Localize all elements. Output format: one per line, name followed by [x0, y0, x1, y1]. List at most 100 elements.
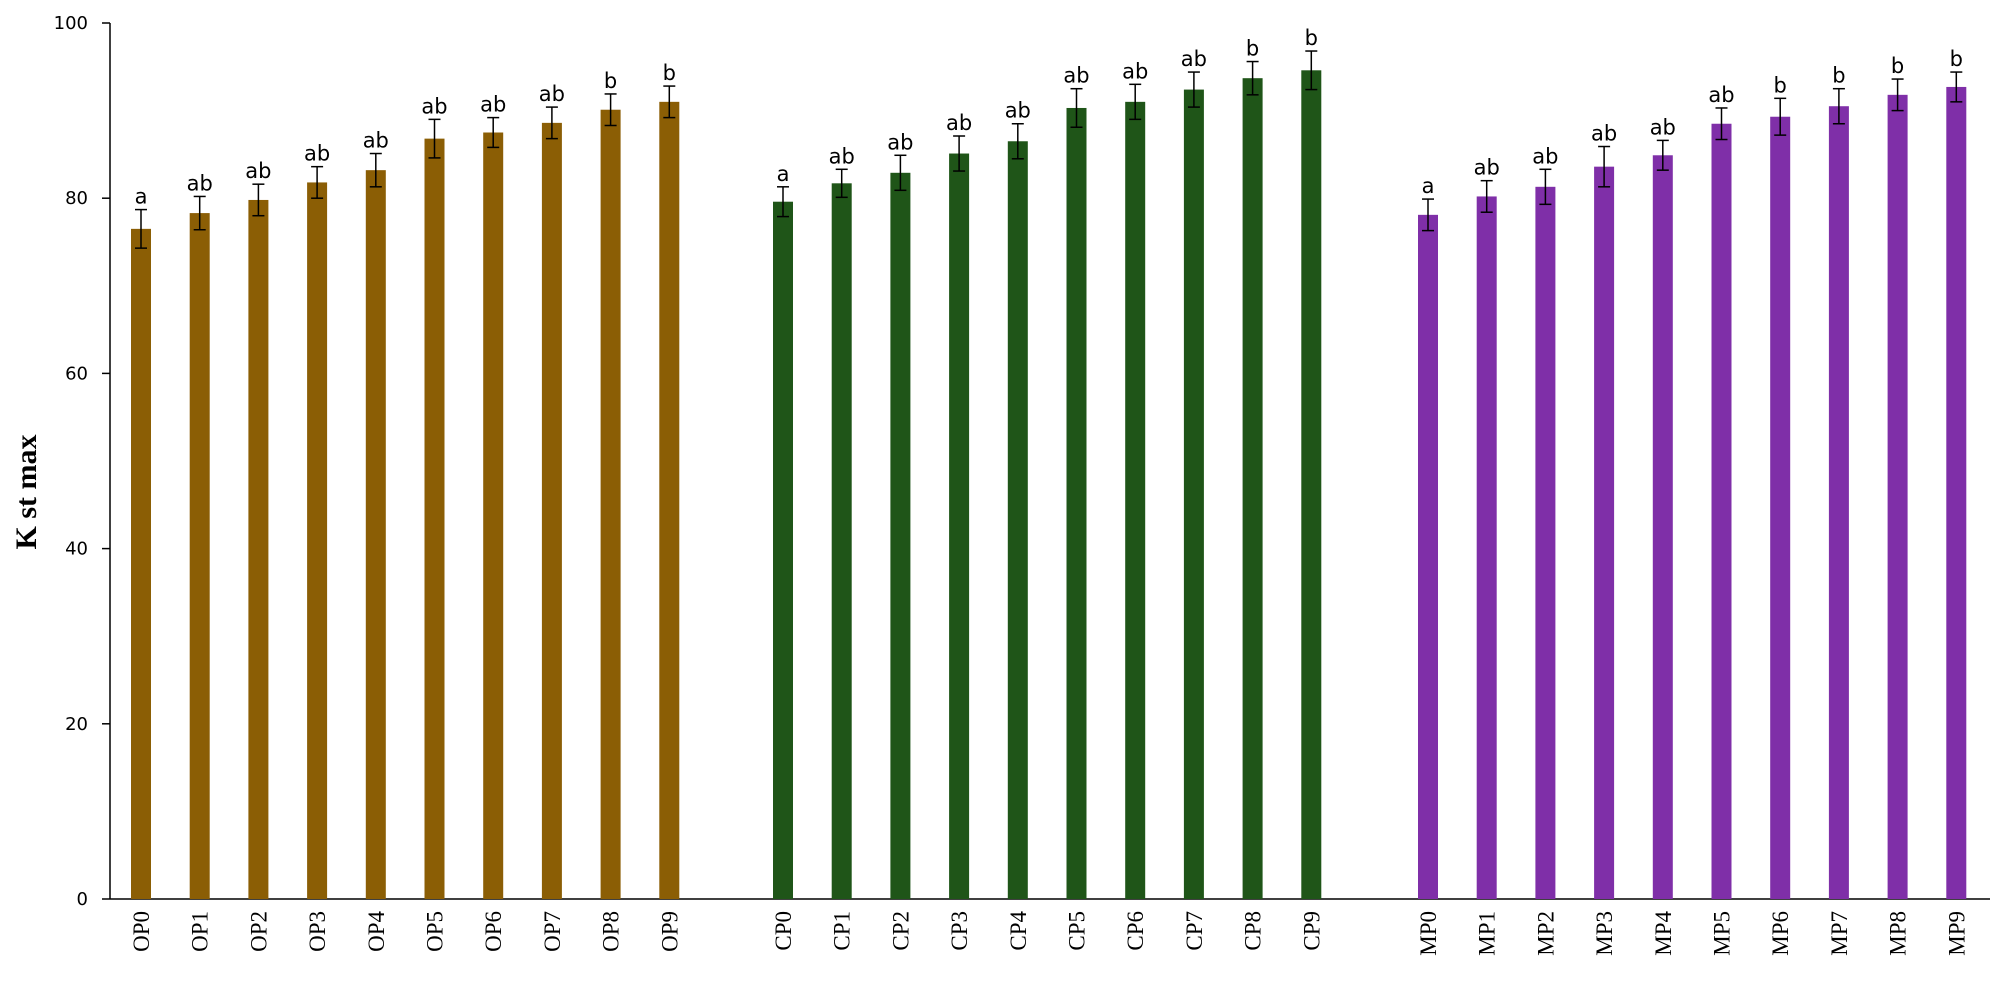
significance-letter: ab	[245, 159, 271, 183]
bar-op0	[131, 228, 151, 900]
bar-op3	[307, 182, 328, 899]
bar-op8	[600, 109, 621, 899]
x-tick-label: CP6	[1123, 911, 1148, 951]
significance-letter: ab	[887, 130, 913, 154]
y-tick-label: 20	[65, 714, 88, 735]
x-tick-label: OP4	[364, 911, 389, 952]
bar-op1	[189, 213, 210, 900]
significance-letter: ab	[363, 129, 389, 153]
x-tick-label: OP2	[246, 911, 271, 952]
x-tick-label: OP3	[305, 911, 330, 952]
bar-mp5	[1711, 123, 1732, 900]
x-tick-label: CP1	[830, 911, 855, 951]
significance-letter: ab	[1181, 47, 1207, 71]
significance-letter: ab	[421, 94, 447, 118]
y-tick-label: 60	[65, 363, 88, 384]
significance-letter: ab	[1474, 156, 1500, 180]
significance-letter: ab	[1122, 59, 1148, 83]
x-tick-label: CP2	[888, 911, 913, 951]
bar-mp8	[1887, 94, 1908, 899]
significance-letter: ab	[539, 82, 565, 106]
significance-letter: a	[1422, 174, 1435, 198]
bar-op5	[424, 138, 445, 899]
x-tick-label: OP9	[657, 911, 682, 952]
x-tick-label: OP6	[481, 911, 506, 952]
bar-cp2	[890, 172, 911, 899]
bars	[131, 70, 1967, 900]
bar-cp0	[773, 201, 793, 900]
y-tick-label: 100	[54, 13, 88, 34]
bar-mp1	[1476, 196, 1497, 899]
x-tick-label: CP4	[1006, 911, 1031, 951]
significance-letter: ab	[480, 93, 506, 117]
x-tick-label: OP5	[423, 911, 448, 952]
bar-op9	[659, 101, 680, 900]
bar-cp1	[831, 183, 852, 900]
x-tick-label: OP7	[540, 911, 565, 952]
x-tick-label: OP1	[188, 911, 213, 952]
x-tick-label: MP1	[1475, 911, 1500, 956]
significance-letter: ab	[829, 144, 855, 168]
x-tick-label: CP0	[771, 911, 796, 951]
x-tick-label: MP4	[1651, 911, 1676, 956]
bar-mp6	[1770, 116, 1791, 900]
significance-letter: b	[1832, 64, 1845, 88]
significance-letter: ab	[1591, 122, 1617, 146]
x-tick-label: CP8	[1241, 911, 1266, 951]
significance-letter: ab	[946, 111, 972, 135]
x-tick-label: MP6	[1768, 911, 1793, 956]
bar-cp7	[1183, 89, 1204, 900]
significance-letter: a	[135, 185, 148, 209]
y-axis-title: K st max	[10, 435, 43, 550]
significance-letter: b	[1891, 54, 1904, 78]
significance-letter: ab	[1532, 144, 1558, 168]
bar-mp9	[1946, 86, 1967, 899]
category-labels: OP0 OP1 OP2 OP3 OP4 OP5 OP6 OP7 OP8 OP9 CP0 CP1 CP2 C…	[129, 911, 1969, 956]
bar-cp4	[1007, 141, 1028, 899]
x-tick-label: CP5	[1065, 911, 1090, 951]
significance-letters: a ab ab ab ab ab ab ab b b a ab ab ab ab ab ab ab b b a ab ab a…	[135, 26, 1963, 209]
bar-op7	[541, 122, 562, 899]
bar-op6	[483, 132, 504, 899]
bar-mp3	[1594, 166, 1615, 899]
x-tick-label: MP8	[1886, 911, 1911, 956]
x-tick-label: OP8	[599, 911, 624, 952]
bar-mp0	[1418, 214, 1438, 899]
bar-cp3	[949, 153, 970, 900]
significance-letter: ab	[1005, 99, 1031, 123]
bar-mp4	[1652, 155, 1673, 899]
significance-letter: ab	[1708, 83, 1734, 107]
significance-letter: b	[1774, 73, 1787, 97]
y-tick-label: 0	[77, 889, 88, 910]
error-bars	[135, 50, 1963, 249]
x-tick-label: MP5	[1710, 911, 1735, 956]
x-tick-label: MP0	[1416, 911, 1441, 956]
bar-mp7	[1828, 106, 1849, 900]
x-tick-label: MP9	[1944, 911, 1969, 956]
significance-letter: ab	[187, 171, 213, 195]
significance-letter: b	[1305, 26, 1318, 50]
significance-letter: a	[777, 162, 790, 186]
y-tick-label: 80	[65, 188, 88, 209]
bar-cp9	[1301, 70, 1322, 899]
x-tick-label: MP7	[1827, 911, 1852, 956]
x-tick-label: CP7	[1182, 911, 1207, 951]
bar-cp6	[1125, 101, 1146, 900]
bar-cp5	[1066, 107, 1087, 900]
significance-letter: ab	[1063, 64, 1089, 88]
significance-letter: ab	[1650, 115, 1676, 139]
x-tick-label: MP2	[1533, 911, 1558, 956]
x-tick-label: CP3	[947, 911, 972, 951]
x-tick-label: CP9	[1299, 911, 1324, 951]
significance-letter: b	[604, 69, 617, 93]
x-tick-label: OP0	[129, 911, 154, 952]
y-axis: 0 20 40 60 80 100	[54, 13, 111, 910]
significance-letter: b	[1950, 47, 1963, 71]
y-tick-label: 40	[65, 539, 88, 560]
bar-mp2	[1535, 186, 1556, 899]
x-tick-label: MP3	[1592, 911, 1617, 956]
significance-letter: ab	[304, 142, 330, 166]
bar-cp8	[1242, 78, 1263, 900]
significance-letter: b	[663, 61, 676, 85]
